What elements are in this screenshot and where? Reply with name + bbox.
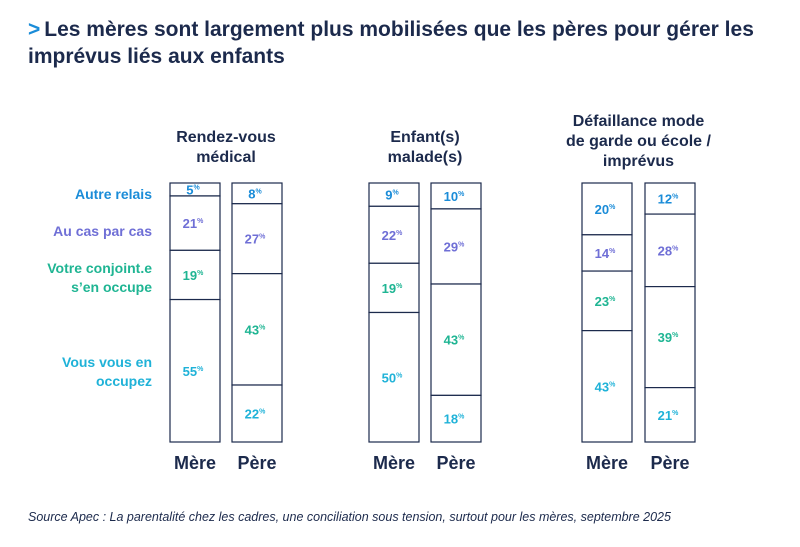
column-label-mere: Mère <box>174 453 216 473</box>
bar-segment-cas <box>169 195 221 251</box>
group-title: de garde ou école / <box>566 133 711 150</box>
percent-sign: % <box>194 184 201 191</box>
bar-segment-autre <box>644 182 696 215</box>
legend-label-vous: occupez <box>96 373 152 389</box>
bar-segment-conjoint <box>430 283 482 396</box>
percent-sign: % <box>396 283 403 290</box>
column-label-pere: Père <box>237 453 276 473</box>
percent-sign: % <box>396 372 403 379</box>
bar-segment-autre <box>430 182 482 210</box>
percent-sign: % <box>458 191 465 198</box>
bar-segment-conjoint <box>368 262 420 314</box>
percent-sign: % <box>197 218 204 225</box>
column-label-mere: Mère <box>586 453 628 473</box>
percent-sign: % <box>393 190 400 197</box>
group-title: Défaillance mode <box>573 113 705 130</box>
percent-sign: % <box>609 296 616 303</box>
percent-sign: % <box>396 230 403 237</box>
percent-sign: % <box>259 234 266 241</box>
bar-segment-conjoint <box>644 286 696 389</box>
bar-segment-cas <box>231 203 283 275</box>
bar-segment-conjoint <box>169 249 221 301</box>
percent-sign: % <box>458 335 465 342</box>
bar-segment-vous <box>644 387 696 443</box>
group-title: imprévus <box>603 153 674 170</box>
group-title: médical <box>196 149 256 166</box>
percent-sign: % <box>609 248 616 255</box>
group-title: Rendez-vous <box>176 129 276 146</box>
chart-title: > Les mères sont largement plus mobilisée… <box>28 16 788 70</box>
bar-segment-vous <box>368 311 420 443</box>
bar-segment-cas <box>581 234 633 272</box>
percent-sign: % <box>458 414 465 421</box>
percent-sign: % <box>672 194 679 201</box>
group-title: Enfant(s) <box>390 129 459 146</box>
percent-sign: % <box>609 204 616 211</box>
percent-sign: % <box>609 381 616 388</box>
percent-sign: % <box>672 332 679 339</box>
percent-sign: % <box>197 366 204 373</box>
column-label-pere: Père <box>650 453 689 473</box>
stacked-bar-chart: Autre relais Au cas par cas Votre conjoint… <box>47 113 711 473</box>
column-label-pere: Père <box>436 453 475 473</box>
legend-label-vous: Vous vous en <box>62 354 152 370</box>
bar-segment-vous <box>231 384 283 443</box>
title-text: Les mères sont largement plus mobilisées… <box>28 18 754 68</box>
bar-segment-vous <box>169 298 221 443</box>
percent-sign: % <box>672 410 679 417</box>
legend-label-autre: Autre relais <box>75 186 152 202</box>
column-label-mere: Mère <box>373 453 415 473</box>
title-marker: > <box>28 18 41 41</box>
group-title: malade(s) <box>388 149 463 166</box>
percent-sign: % <box>672 245 679 252</box>
percent-sign: % <box>197 270 204 277</box>
bar-segment-cas <box>644 213 696 288</box>
legend-label-conjoint: s’en occupe <box>71 279 152 295</box>
bar-segment-autre <box>581 182 633 236</box>
bar-segment-vous <box>581 330 633 443</box>
legend-label-cas: Au cas par cas <box>53 223 152 239</box>
percent-sign: % <box>256 188 263 195</box>
legend-label-conjoint: Votre conjoint.e <box>47 260 152 276</box>
bar-segment-conjoint <box>231 273 283 386</box>
percent-sign: % <box>259 324 266 331</box>
percent-sign: % <box>458 241 465 248</box>
bar-segment-cas <box>368 205 420 264</box>
bar-segment-vous <box>430 394 482 443</box>
percent-sign: % <box>259 409 266 416</box>
source-note: Source Apec : La parentalité chez les ca… <box>28 510 671 524</box>
